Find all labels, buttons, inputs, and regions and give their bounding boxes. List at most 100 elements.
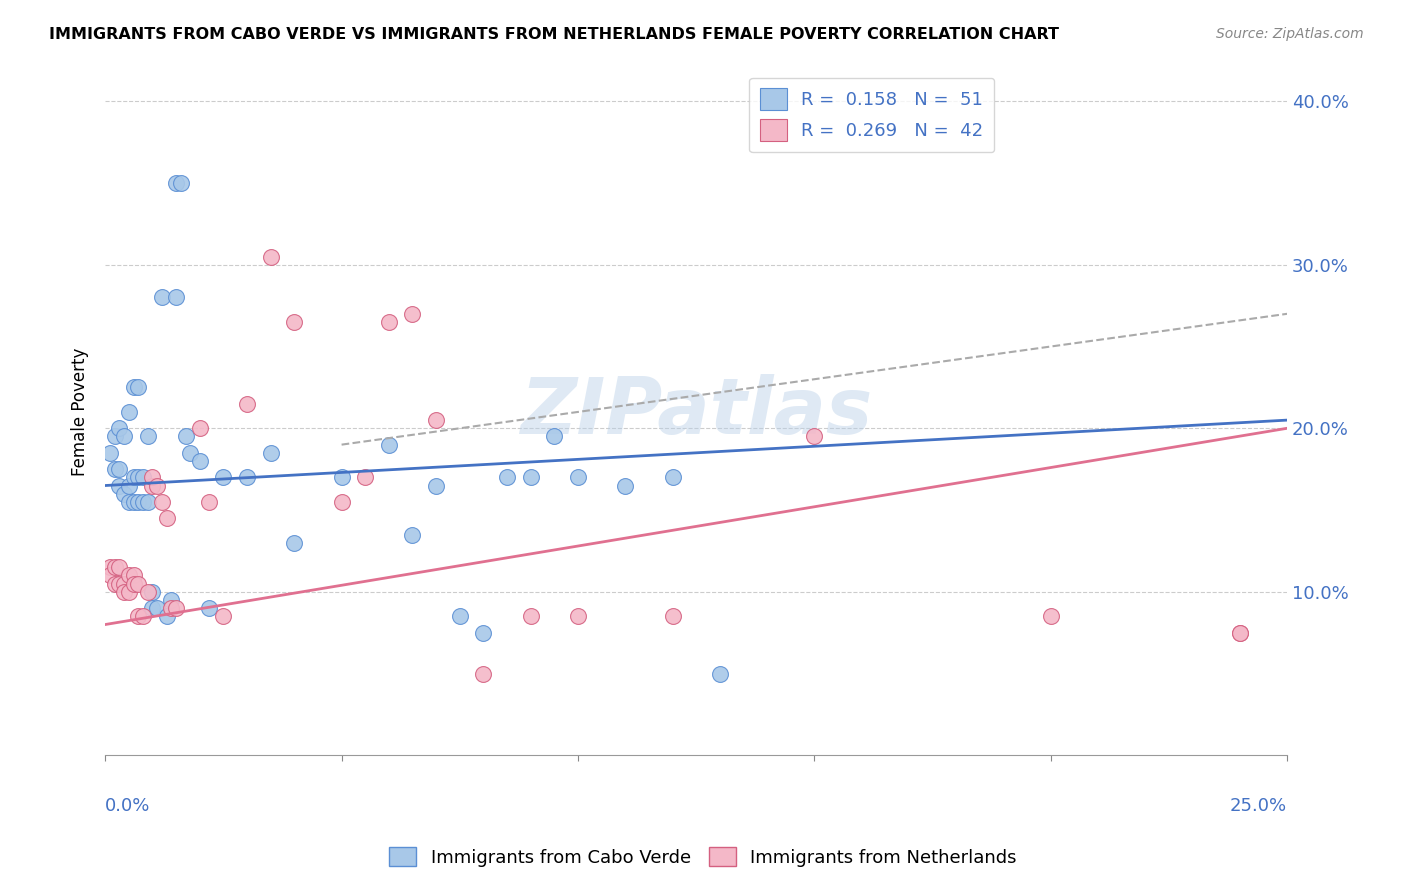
Point bbox=[212, 609, 235, 624]
Point bbox=[150, 495, 173, 509]
Point bbox=[165, 601, 187, 615]
Point bbox=[174, 429, 197, 443]
Point bbox=[198, 495, 221, 509]
Point bbox=[146, 478, 169, 492]
Point bbox=[1229, 625, 1251, 640]
Point bbox=[112, 576, 135, 591]
Point bbox=[401, 307, 423, 321]
Point bbox=[118, 478, 141, 492]
Point bbox=[472, 666, 495, 681]
Point bbox=[132, 470, 155, 484]
Point bbox=[141, 478, 163, 492]
Point bbox=[236, 397, 259, 411]
Point bbox=[425, 478, 447, 492]
Point bbox=[283, 315, 305, 329]
Point bbox=[132, 609, 155, 624]
Point bbox=[543, 429, 565, 443]
Point bbox=[118, 495, 141, 509]
Point bbox=[425, 413, 447, 427]
Point bbox=[108, 576, 131, 591]
Point bbox=[156, 609, 179, 624]
Text: 0.0%: 0.0% bbox=[105, 797, 150, 814]
Point bbox=[122, 380, 145, 394]
Point bbox=[330, 470, 353, 484]
Legend: R =  0.158   N =  51, R =  0.269   N =  42: R = 0.158 N = 51, R = 0.269 N = 42 bbox=[749, 78, 994, 153]
Y-axis label: Female Poverty: Female Poverty bbox=[72, 348, 89, 476]
Point bbox=[118, 568, 141, 582]
Point bbox=[136, 584, 159, 599]
Point bbox=[108, 478, 131, 492]
Point bbox=[127, 495, 149, 509]
Point bbox=[112, 584, 135, 599]
Point bbox=[378, 437, 401, 451]
Point bbox=[122, 576, 145, 591]
Point bbox=[104, 462, 127, 476]
Point bbox=[378, 315, 401, 329]
Point bbox=[98, 446, 121, 460]
Point bbox=[112, 486, 135, 500]
Point bbox=[122, 470, 145, 484]
Point bbox=[104, 576, 127, 591]
Point bbox=[136, 495, 159, 509]
Point bbox=[150, 290, 173, 304]
Point bbox=[661, 609, 683, 624]
Point bbox=[112, 429, 135, 443]
Point bbox=[160, 593, 183, 607]
Point bbox=[188, 454, 211, 468]
Text: ZIPatlas: ZIPatlas bbox=[520, 374, 872, 450]
Point bbox=[496, 470, 519, 484]
Point bbox=[260, 446, 283, 460]
Point bbox=[104, 429, 127, 443]
Point bbox=[198, 601, 221, 615]
Text: Source: ZipAtlas.com: Source: ZipAtlas.com bbox=[1216, 27, 1364, 41]
Point bbox=[141, 470, 163, 484]
Point bbox=[104, 560, 127, 574]
Point bbox=[354, 470, 377, 484]
Point bbox=[165, 290, 187, 304]
Point bbox=[127, 576, 149, 591]
Point bbox=[122, 568, 145, 582]
Point bbox=[118, 584, 141, 599]
Point bbox=[567, 470, 589, 484]
Point bbox=[127, 609, 149, 624]
Point bbox=[1229, 625, 1251, 640]
Point bbox=[519, 609, 541, 624]
Point bbox=[519, 470, 541, 484]
Point bbox=[1039, 609, 1062, 624]
Point bbox=[146, 601, 169, 615]
Point bbox=[472, 625, 495, 640]
Point bbox=[122, 495, 145, 509]
Point bbox=[170, 176, 193, 190]
Point bbox=[401, 527, 423, 541]
Point bbox=[803, 429, 825, 443]
Point bbox=[614, 478, 637, 492]
Point bbox=[283, 535, 305, 549]
Point bbox=[179, 446, 201, 460]
Point bbox=[212, 470, 235, 484]
Point bbox=[567, 609, 589, 624]
Point bbox=[98, 568, 121, 582]
Point bbox=[108, 421, 131, 435]
Point bbox=[160, 601, 183, 615]
Point bbox=[108, 560, 131, 574]
Point bbox=[330, 495, 353, 509]
Text: 25.0%: 25.0% bbox=[1230, 797, 1286, 814]
Point bbox=[98, 560, 121, 574]
Point bbox=[709, 666, 731, 681]
Point bbox=[661, 470, 683, 484]
Point bbox=[127, 380, 149, 394]
Point bbox=[260, 250, 283, 264]
Point bbox=[141, 601, 163, 615]
Point bbox=[118, 405, 141, 419]
Point bbox=[141, 584, 163, 599]
Point bbox=[188, 421, 211, 435]
Point bbox=[165, 176, 187, 190]
Point bbox=[108, 462, 131, 476]
Point bbox=[156, 511, 179, 525]
Point bbox=[236, 470, 259, 484]
Point bbox=[127, 470, 149, 484]
Point bbox=[449, 609, 471, 624]
Point bbox=[132, 495, 155, 509]
Point bbox=[136, 429, 159, 443]
Legend: Immigrants from Cabo Verde, Immigrants from Netherlands: Immigrants from Cabo Verde, Immigrants f… bbox=[382, 840, 1024, 874]
